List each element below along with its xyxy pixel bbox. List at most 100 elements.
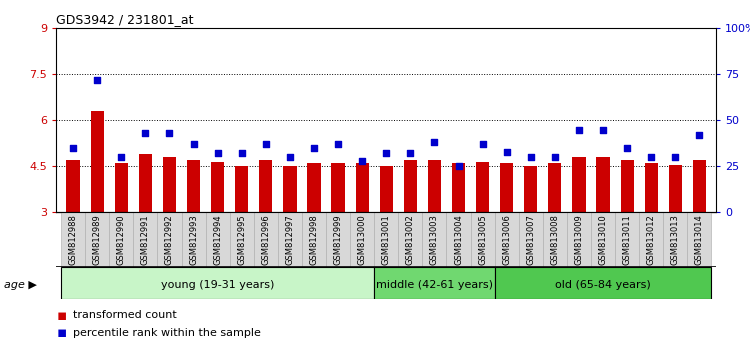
Bar [302,212,326,267]
Point [92,77,104,83]
Text: ▪: ▪ [56,308,67,322]
Bar [158,212,182,267]
Point [211,151,223,156]
Point [260,142,272,147]
Point [428,139,440,145]
Bar [398,212,422,267]
Point [308,145,320,151]
Bar [591,212,615,267]
Text: GSM812998: GSM812998 [310,214,319,265]
Bar [495,212,519,267]
Text: GSM812992: GSM812992 [165,214,174,265]
Bar [163,157,176,212]
Bar [596,157,610,212]
Bar [644,163,658,212]
Bar [206,212,230,267]
Bar [110,212,134,267]
Text: GSM813013: GSM813013 [670,214,680,265]
Point [236,151,248,156]
Bar [500,163,513,212]
Bar [139,154,152,212]
Point [140,130,152,136]
Point [284,154,296,160]
Bar [260,160,272,212]
Text: middle (42-61 years): middle (42-61 years) [376,280,493,290]
Text: ▪: ▪ [56,325,67,340]
Point [597,127,609,132]
Text: GSM812989: GSM812989 [93,214,102,265]
Bar [446,212,470,267]
Text: GSM813001: GSM813001 [382,214,391,265]
Text: GSM812996: GSM812996 [261,214,270,265]
Text: GSM813004: GSM813004 [454,214,463,265]
Point [404,151,416,156]
Bar [639,212,663,267]
Point [525,154,537,160]
Bar [524,166,538,212]
Bar [687,212,712,267]
Text: GDS3942 / 231801_at: GDS3942 / 231801_at [56,13,194,26]
Bar [422,212,446,267]
Bar [567,212,591,267]
Text: GSM813014: GSM813014 [695,214,704,265]
Text: GSM812991: GSM812991 [141,214,150,265]
Bar [182,212,206,267]
Bar [519,212,543,267]
Text: GSM812997: GSM812997 [286,214,295,265]
Text: GSM813010: GSM813010 [598,214,608,265]
Point [67,145,79,151]
Text: GSM812993: GSM812993 [189,214,198,265]
Bar [572,157,586,212]
Text: age ▶: age ▶ [4,280,37,290]
Bar [669,165,682,212]
Point [188,142,200,147]
Text: GSM813006: GSM813006 [503,214,512,265]
Point [116,154,128,160]
Bar [476,162,489,212]
Bar [470,212,495,267]
Bar [230,212,254,267]
Bar [67,160,80,212]
Text: GSM812988: GSM812988 [68,214,77,265]
Bar [380,166,393,212]
Bar [235,166,248,212]
Text: GSM812995: GSM812995 [237,214,246,265]
Bar [86,212,109,267]
Text: transformed count: transformed count [73,310,176,320]
Text: GSM813007: GSM813007 [526,214,536,265]
Text: percentile rank within the sample: percentile rank within the sample [73,328,261,338]
Bar [134,212,158,267]
Bar [326,212,350,267]
Text: GSM813003: GSM813003 [430,214,439,265]
Text: GSM813009: GSM813009 [574,214,584,265]
Point [501,149,513,154]
Text: young (19-31 years): young (19-31 years) [161,280,274,290]
Bar [187,160,200,212]
Bar [211,162,224,212]
Point [694,132,706,138]
Point [380,151,392,156]
Bar [663,212,687,267]
Bar [356,163,369,212]
Bar [543,212,567,267]
Text: GSM812990: GSM812990 [117,214,126,265]
Point [164,130,176,136]
Point [452,164,464,169]
Bar [278,212,302,267]
Bar [308,163,320,212]
Point [645,154,657,160]
Bar [452,163,465,212]
Point [669,154,681,160]
Text: GSM812999: GSM812999 [334,214,343,265]
Bar [374,267,495,299]
Bar [332,163,345,212]
Text: old (65-84 years): old (65-84 years) [555,280,651,290]
Bar [620,160,634,212]
Point [573,127,585,132]
Point [476,142,488,147]
Text: GSM812994: GSM812994 [213,214,222,265]
Bar [254,212,278,267]
Bar [61,267,374,299]
Bar [374,212,398,267]
Point [332,142,344,147]
